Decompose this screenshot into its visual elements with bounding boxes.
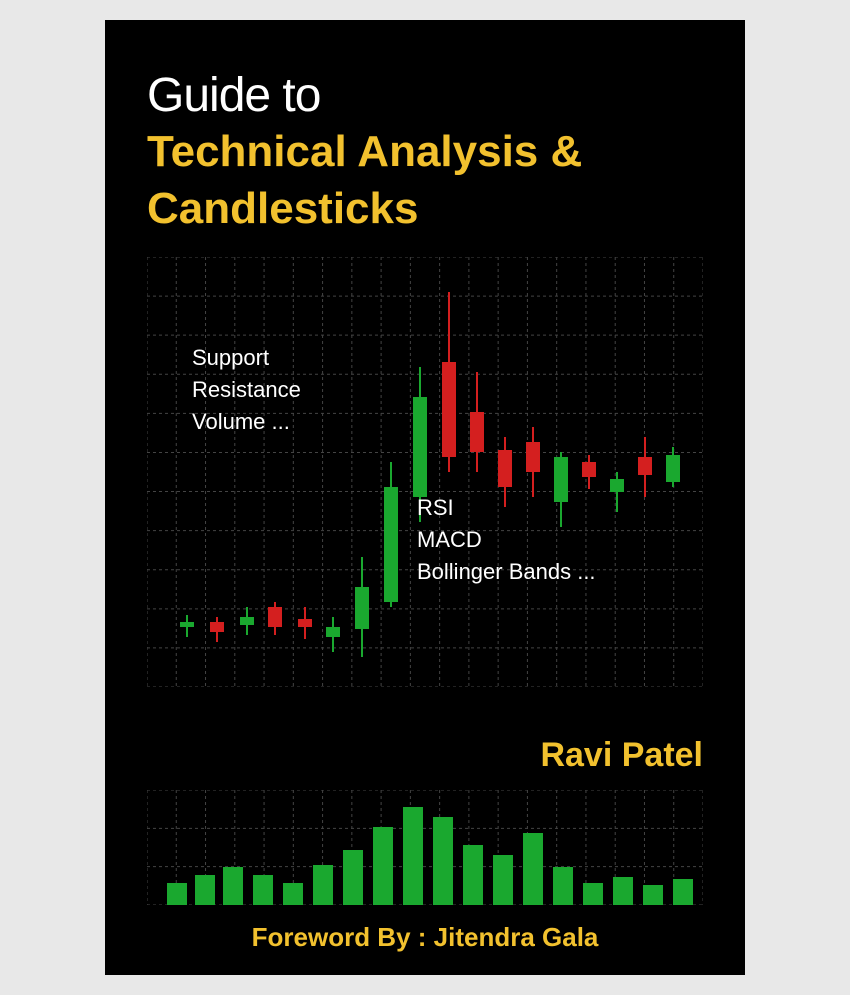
title-line-1: Guide to [147, 68, 703, 123]
book-cover: Guide to Technical Analysis & Candlestic… [105, 20, 745, 975]
title-line-3: Candlesticks [147, 180, 703, 237]
concept-resistance: Resistance [192, 374, 301, 406]
concept-macd: MACD [417, 524, 596, 556]
concept-volume: Volume ... [192, 406, 301, 438]
concept-bollinger: Bollinger Bands ... [417, 556, 596, 588]
concepts-right: RSI MACD Bollinger Bands ... [417, 492, 596, 588]
concept-support: Support [192, 342, 301, 374]
author-name: Ravi Patel [540, 736, 703, 775]
title-block: Guide to Technical Analysis & Candlestic… [147, 68, 703, 237]
volume-svg [147, 790, 703, 905]
concepts-left: Support Resistance Volume ... [192, 342, 301, 438]
candlestick-svg [147, 257, 703, 687]
title-line-2: Technical Analysis & [147, 123, 703, 180]
foreword-credit: Foreword By : Jitendra Gala [105, 922, 745, 953]
concept-rsi: RSI [417, 492, 596, 524]
volume-chart [147, 790, 703, 905]
candlestick-chart: Support Resistance Volume ... RSI MACD B… [147, 257, 703, 687]
